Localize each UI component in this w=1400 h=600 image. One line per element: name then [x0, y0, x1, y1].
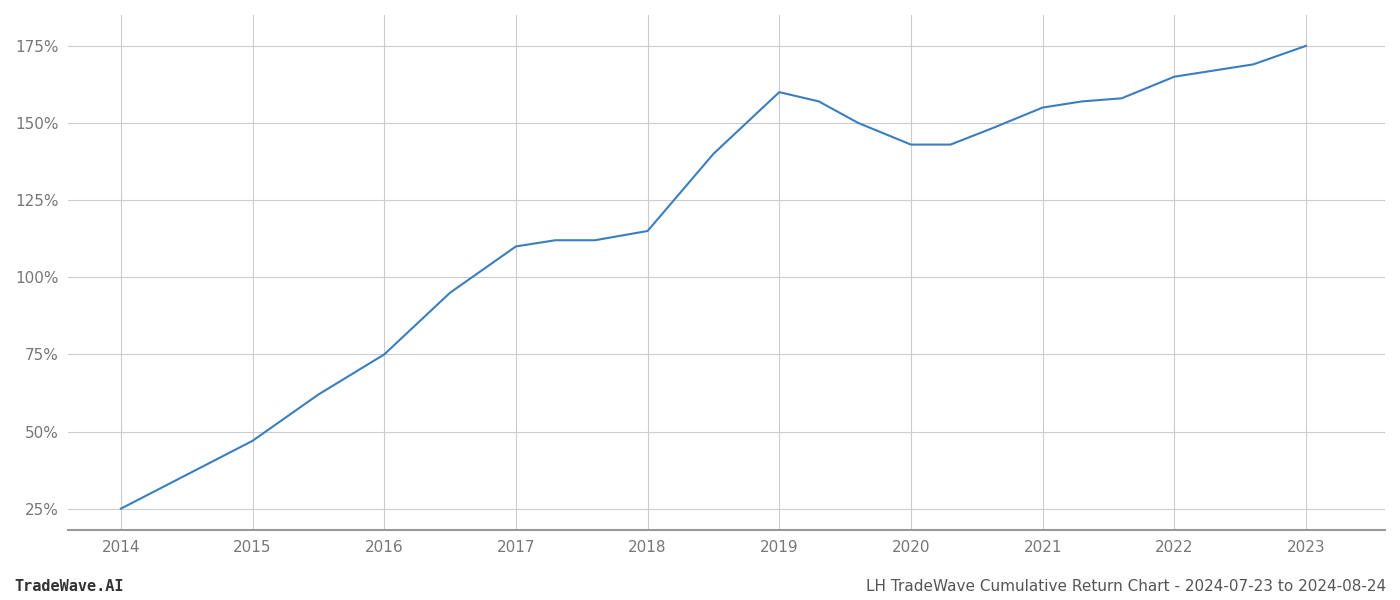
Text: TradeWave.AI: TradeWave.AI [14, 579, 123, 594]
Text: LH TradeWave Cumulative Return Chart - 2024-07-23 to 2024-08-24: LH TradeWave Cumulative Return Chart - 2… [865, 579, 1386, 594]
